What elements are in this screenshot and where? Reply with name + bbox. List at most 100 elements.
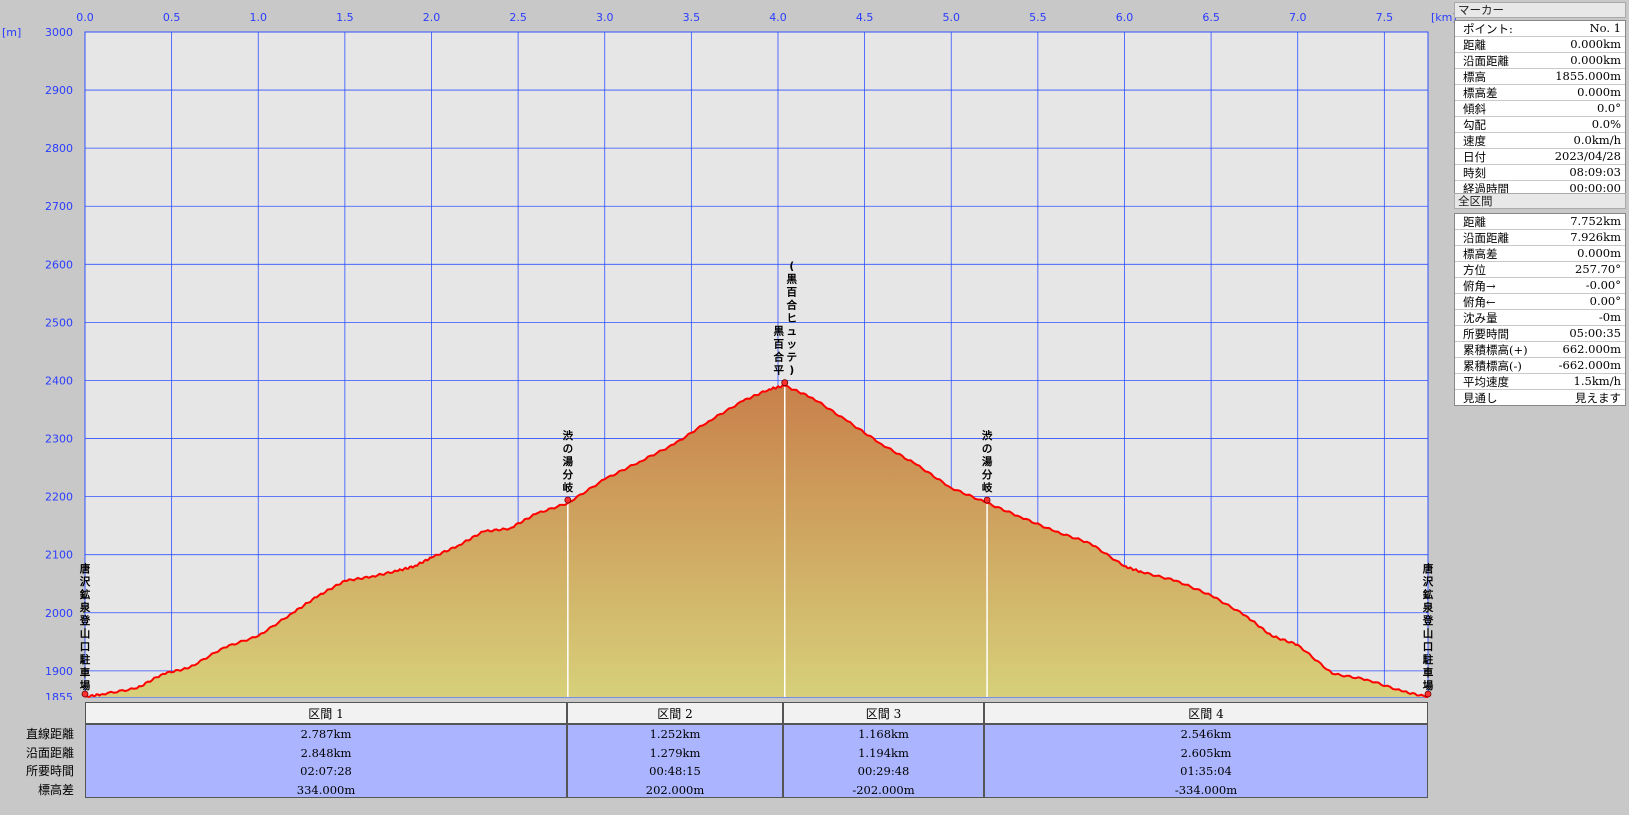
y-tick-label: 1900 [45,665,73,678]
waypoint-label: 山 [1423,627,1434,640]
x-tick-label: 7.5 [1376,11,1394,24]
total-value: 0.000m [1577,246,1621,260]
waypoint-label: 唐 [80,562,91,575]
marker-row: 経過時間 00:00:00 [1455,181,1625,196]
total-value: -662.000m [1558,358,1621,372]
total-value: 0.00° [1589,294,1621,308]
waypoint-label: 渋 [563,429,574,442]
y-tick-label: 2800 [45,142,73,155]
waypoint-label: 車 [1423,666,1434,679]
total-key: 累積標高(-) [1463,359,1522,373]
segment-value: -334.000m [1174,782,1238,797]
total-key: 方位 [1463,263,1486,277]
total-value: 662.000m [1562,342,1621,356]
marker-value: 00:00:00 [1569,181,1621,195]
marker-row: 勾配 0.0% [1455,117,1625,133]
x-tick-label: 3.5 [683,11,701,24]
segment-value: 00:29:48 [857,764,910,778]
waypoint-label: ュ [786,326,797,338]
waypoint-label: の [982,443,993,455]
x-tick-label: 0.5 [163,11,181,24]
marker-row: 沿面距離 0.000km [1455,53,1625,69]
waypoint-marker[interactable] [983,496,991,504]
marker-value: 1855.000m [1555,69,1621,83]
x-tick-label: 5.0 [942,11,960,24]
total-row: 距離 7.752km [1455,214,1625,230]
waypoint-label: テ [786,352,797,364]
total-value: 05:00:35 [1569,326,1621,340]
total-key: 沈み量 [1463,311,1498,325]
marker-panel: ポイント: No. 1 距離 0.000km 沿面距離 0.000km 標高 1855.000… [1454,20,1626,197]
segment-value: 1.279km [649,745,701,760]
x-unit-label: [km] [1431,11,1457,24]
waypoint-label: の [563,443,574,455]
segment-4-values: 2.546km 2.605km 01:35:04 -334.000m [984,724,1428,798]
waypoint-marker[interactable] [564,496,572,504]
waypoint-label: 場 [80,679,91,692]
total-key: 距離 [1463,215,1486,229]
total-key: 沿面距離 [1463,231,1509,245]
waypoint-marker[interactable] [781,379,789,387]
marker-value: No. 1 [1589,21,1621,35]
total-key: 平均速度 [1463,375,1509,389]
segment-2-header[interactable]: 区間 2 [567,702,783,724]
y-tick-label: 2200 [45,491,73,504]
segment-1-header[interactable]: 区間 1 [85,702,567,724]
elevation-profile-line [84,384,1428,699]
waypoint-label: 駐 [1423,653,1434,666]
total-row: 方位 257.70° [1455,262,1625,278]
waypoint-label: 車 [80,666,91,679]
marker-key: 傾斜 [1463,102,1486,116]
total-value: -0.00° [1585,278,1621,292]
x-tick-label: 1.0 [249,11,267,24]
elevation-area-fill [85,385,1428,697]
waypoint-label: ( [789,261,794,273]
segment-value: 00:48:15 [649,764,701,778]
marker-key: 標高差 [1463,86,1498,100]
waypoint-label: 合 [772,351,784,364]
waypoint-label: 分 [982,468,993,481]
waypoint-label: 百 [786,287,797,299]
marker-key: 勾配 [1463,118,1486,132]
total-row: 標高差 0.000m [1455,246,1625,262]
waypoint-label: 山 [80,627,91,640]
total-row: 俯角← 0.00° [1455,294,1625,310]
segment-1-values: 2.787km 2.848km 02:07:28 334.000m [85,724,567,798]
marker-key: 沿面距離 [1463,54,1509,68]
marker-row: 距離 0.000km [1455,37,1625,53]
marker-key: 日付 [1463,150,1486,164]
total-key: 累積標高(+) [1463,343,1528,357]
segment-2-values: 1.252km 1.279km 00:48:15 202.000m [567,724,783,798]
y-tick-label: 2400 [45,374,73,387]
waypoint-label: 岐 [982,481,993,494]
marker-value: 0.000m [1577,85,1621,99]
segment-4-header[interactable]: 区間 4 [984,702,1428,724]
x-tick-label: 4.5 [856,11,874,24]
waypoint-label: 鉱 [1423,588,1434,601]
marker-row: 標高差 0.000m [1455,85,1625,101]
segment-3-header[interactable]: 区間 3 [783,702,984,724]
waypoint-label: 百 [773,339,784,351]
y-tick-label: 2900 [45,84,73,97]
marker-row: 傾斜 0.0° [1455,101,1625,117]
waypoint-label: 黒 [773,326,784,338]
waypoint-label: 登 [1422,614,1434,627]
marker-row: ポイント: No. 1 [1455,21,1625,37]
waypoint-label: 登 [79,614,91,627]
x-tick-label: 3.0 [596,11,614,24]
segment-value: -202.000m [852,782,915,797]
segment-value: 1.194km [858,745,909,760]
y-unit-label: [m] [2,26,21,39]
waypoint-marker[interactable] [1424,690,1432,698]
waypoint-label: 合 [785,299,797,312]
segment-value: 1.168km [858,727,909,741]
y-tick-label: 2000 [45,607,73,620]
segment-value: 01:35:04 [1180,764,1232,778]
waypoint-marker[interactable] [81,690,89,698]
segment-value: 2.546km [1180,727,1232,741]
marker-value: 0.0° [1596,101,1621,115]
total-value: -0m [1598,310,1621,324]
total-row: 累積標高(-) -662.000m [1455,358,1625,374]
waypoint-label: 口 [80,641,91,653]
y-tick-label: 2300 [45,433,73,446]
